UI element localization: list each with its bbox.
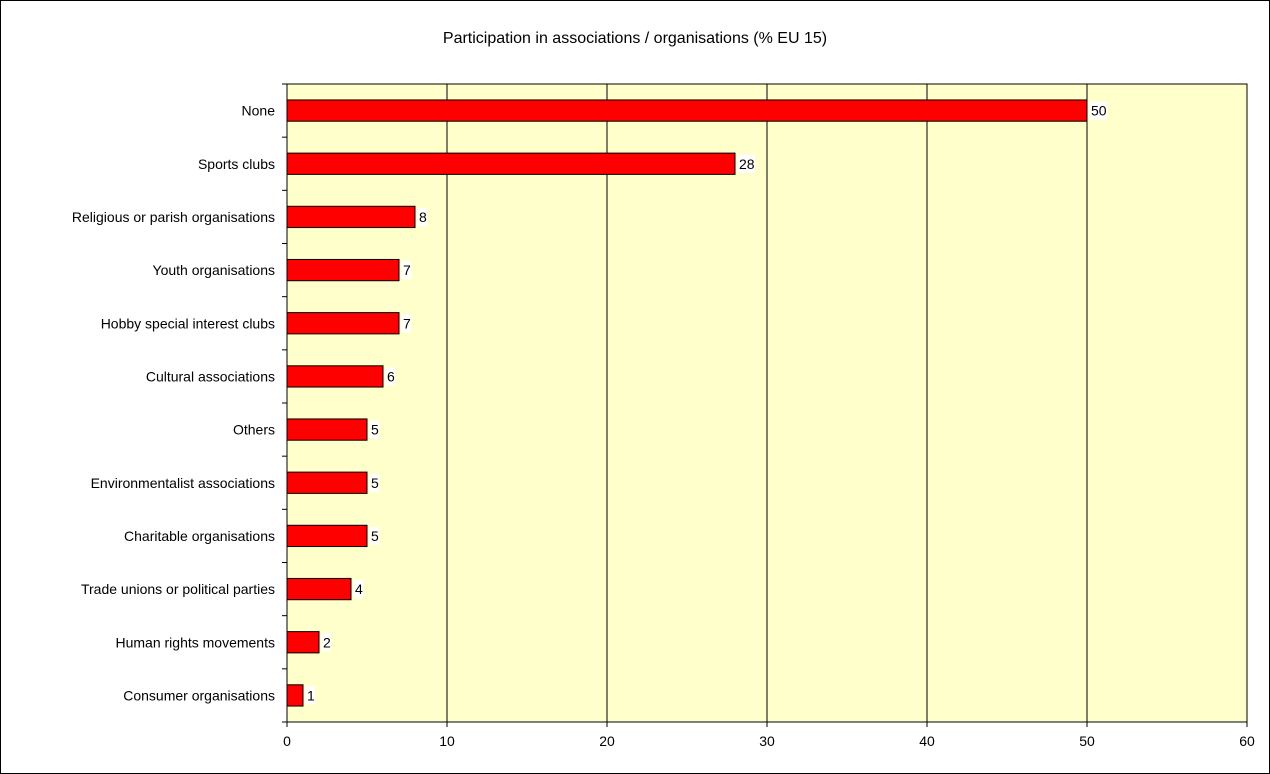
bar (286, 577, 352, 601)
y-tick-label: Sports clubs (198, 156, 275, 172)
data-label-bg (353, 580, 363, 599)
x-tick-label: 60 (1239, 733, 1255, 749)
y-tick-label: Human rights movements (115, 634, 275, 650)
y-tick-label: Youth organisations (153, 262, 275, 278)
bar (286, 418, 368, 441)
value-labels: 50 28 8 7 7 6 5 5 5 4 2 1 (305, 101, 1107, 705)
y-tick-label: Consumer organisations (123, 687, 275, 703)
bar (286, 258, 400, 282)
bar (286, 471, 368, 494)
bar (286, 205, 416, 229)
x-tick-label: 30 (759, 733, 775, 749)
data-label: 8 (419, 209, 427, 225)
bars (286, 99, 1088, 707)
y-tick-label: Environmentalist associations (91, 475, 275, 491)
data-label: 7 (403, 315, 411, 331)
data-label-bg (737, 154, 755, 173)
data-label-bg (385, 367, 395, 386)
data-label-bg (305, 686, 315, 705)
bar (286, 524, 368, 548)
data-label-bg (417, 207, 427, 226)
data-label-bg (369, 420, 379, 439)
data-label: 28 (739, 156, 755, 172)
y-tick-label: Religious or parish organisations (72, 209, 275, 225)
data-label: 5 (371, 422, 379, 438)
y-tick-label: Charitable organisations (124, 528, 275, 544)
x-axis: 0 10 20 30 40 50 60 (283, 721, 1255, 749)
data-label: 2 (323, 634, 331, 650)
y-tick-label: Trade unions or political parties (81, 581, 275, 597)
y-tick-label: Cultural associations (146, 368, 275, 384)
x-tick-label: 0 (283, 733, 291, 749)
bar (286, 365, 384, 388)
data-label-bg (1089, 101, 1107, 120)
x-tick-label: 20 (599, 733, 615, 749)
data-label: 7 (403, 262, 411, 278)
data-label: 50 (1091, 103, 1107, 119)
data-label: 5 (371, 528, 379, 544)
y-tick-label: None (242, 103, 276, 119)
data-label-bg (401, 261, 411, 280)
y-tick-label: Others (233, 422, 275, 438)
data-label: 1 (307, 687, 315, 703)
data-label-bg (401, 314, 411, 333)
bar (286, 312, 400, 335)
bar (286, 631, 320, 654)
chart-title: Participation in associations / organisa… (442, 30, 828, 47)
x-tick-label: 10 (439, 733, 455, 749)
bar (286, 99, 1088, 122)
data-label: 4 (355, 581, 363, 597)
x-tick-label: 50 (1079, 733, 1095, 749)
data-label-bg (369, 526, 379, 545)
bar (286, 152, 736, 175)
data-label: 5 (371, 475, 379, 491)
y-axis: None Sports clubs Religious or parish orga… (72, 83, 288, 723)
data-label-bg (321, 633, 331, 652)
data-label-bg (369, 473, 379, 492)
x-tick-label: 40 (919, 733, 935, 749)
data-label: 6 (387, 368, 395, 384)
y-tick-label: Hobby special interest clubs (101, 315, 275, 331)
gridlines (446, 84, 1088, 722)
bar (286, 684, 304, 707)
